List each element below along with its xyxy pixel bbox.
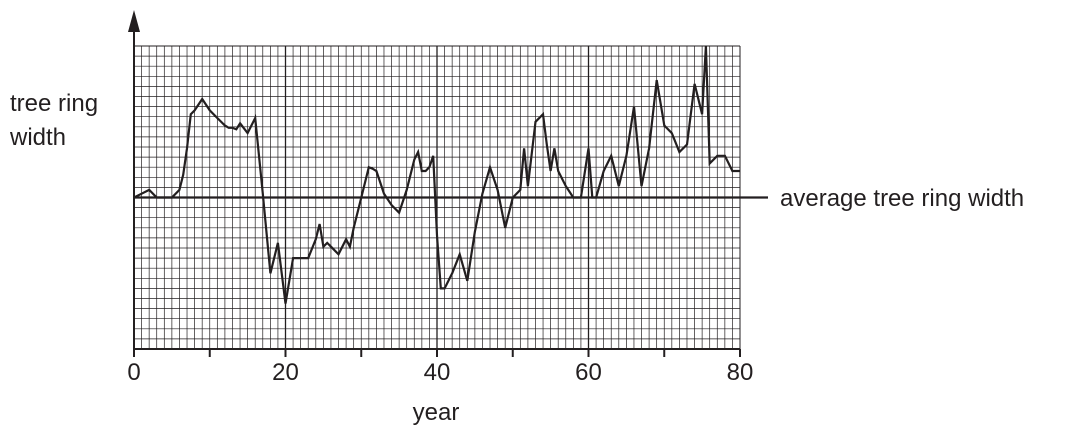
x-tick-label: 0	[127, 359, 140, 386]
y-axis-arrow	[128, 10, 140, 32]
series-line-0	[133, 45, 740, 304]
x-tick-label: 60	[575, 359, 602, 386]
x-tick-label: 20	[272, 359, 299, 386]
x-tick-label: 40	[424, 359, 451, 386]
chart-labels: tree ring year average tree ring width w…	[9, 90, 1024, 426]
y-axis-title-line-2: width	[9, 124, 66, 151]
series-group	[133, 45, 740, 304]
x-tick-label: 80	[727, 359, 754, 386]
y-axis-title-line-1: tree ring	[10, 90, 98, 117]
x-ticks: 0 20 40 60 80	[127, 349, 753, 386]
x-axis-title: year	[413, 399, 460, 426]
reference-line-label: average tree ring width	[780, 185, 1024, 212]
